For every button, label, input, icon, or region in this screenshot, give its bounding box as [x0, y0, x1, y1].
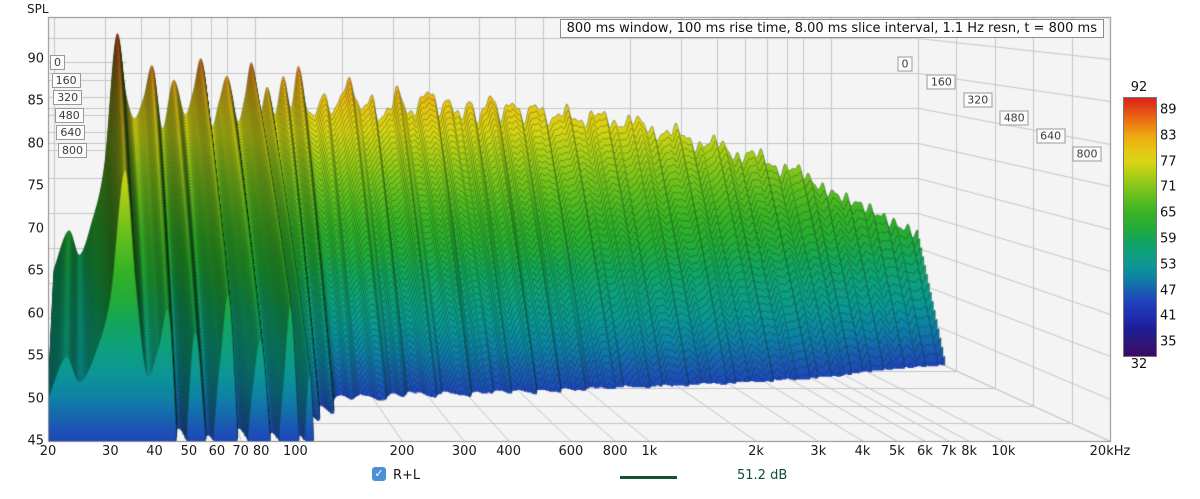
freq-tick-label: 1k: [641, 444, 658, 459]
time-tick-label-right: 0: [897, 56, 913, 72]
time-tick-label-right: 800: [1072, 146, 1102, 162]
spl-axis-title: SPL: [27, 2, 49, 16]
cursor-level-readout: 51.2 dB: [737, 468, 788, 483]
time-tick-label-left: 480: [54, 107, 84, 123]
colorbar-tick-label: 53: [1160, 257, 1177, 273]
time-tick-label-left: 160: [51, 72, 81, 88]
colorbar-tick-label: 59: [1160, 231, 1177, 247]
freq-tick-label: 800: [602, 444, 628, 459]
freq-tick-label: 80: [252, 444, 270, 459]
time-tick-label-left: 0: [50, 55, 65, 70]
time-tick-label-left: 640: [56, 125, 86, 141]
time-tick-label-left: 320: [53, 90, 83, 106]
freq-tick-label: 2k: [748, 444, 764, 459]
freq-tick-label: 200: [389, 444, 415, 459]
measurement-settings-box: 800 ms window, 100 ms rise time, 8.00 ms…: [559, 19, 1104, 38]
freq-tick-label: 3k: [810, 444, 827, 459]
spl-tick-label: 90: [27, 51, 44, 67]
freq-tick-label: 70: [232, 444, 249, 459]
spl-tick-label: 80: [27, 136, 44, 152]
freq-tick-label: 50: [180, 444, 198, 459]
spl-tick-label: 65: [27, 263, 44, 279]
colorbar-tick-label: 83: [1160, 128, 1177, 144]
freq-tick-label: 300: [451, 444, 477, 459]
freq-tick-label: 400: [496, 444, 521, 459]
colorbar-tick-label: 35: [1160, 334, 1177, 350]
freq-tick-label: 30: [102, 444, 119, 459]
freq-tick-label: 40: [146, 444, 163, 459]
time-tick-label-right: 160: [926, 74, 956, 90]
time-tick-label-right: 640: [1036, 128, 1066, 144]
colorbar-tick-label: 89: [1160, 102, 1177, 118]
colorbar: [1123, 97, 1157, 357]
colorbar-tick-label: 65: [1160, 205, 1177, 221]
channel-label[interactable]: R+L: [393, 468, 421, 483]
freq-tick-label: 20kHz: [1089, 444, 1131, 459]
spl-tick-label: 55: [27, 348, 44, 364]
freq-tick-label: 5k: [888, 444, 905, 459]
freq-tick-label: 8k: [961, 444, 978, 459]
channel-checkbox[interactable]: ✓: [372, 467, 386, 481]
trace-color-sample: [620, 476, 677, 479]
freq-tick-label: 4k: [854, 444, 871, 459]
spl-tick-label: 85: [27, 93, 44, 109]
colorbar-tick-label: 77: [1160, 154, 1177, 169]
freq-tick-label: 600: [558, 444, 584, 459]
time-tick-label-right: 320: [963, 92, 993, 108]
freq-tick-label: 20: [39, 444, 57, 459]
freq-tick-label: 60: [208, 444, 226, 459]
freq-tick-label: 6k: [916, 444, 933, 459]
freq-tick-label: 10k: [991, 444, 1016, 459]
time-tick-label-right: 480: [999, 110, 1029, 126]
colorbar-tick-label: 41: [1160, 308, 1177, 324]
spl-tick-label: 70: [27, 221, 44, 237]
colorbar-tick-label: 71: [1160, 179, 1177, 195]
spl-tick-label: 75: [27, 178, 44, 194]
time-tick-label-left: 800: [58, 143, 87, 158]
spl-tick-label: 60: [27, 306, 44, 322]
spl-tick-label: 50: [27, 391, 44, 407]
colorbar-max-label: 92: [1130, 80, 1148, 95]
colorbar-tick-label: 47: [1160, 283, 1177, 298]
colorbar-min-label: 32: [1130, 357, 1148, 372]
freq-tick-label: 100: [283, 444, 308, 459]
freq-tick-label: 7k: [940, 444, 957, 459]
spl-tick-label: 45: [27, 433, 44, 449]
